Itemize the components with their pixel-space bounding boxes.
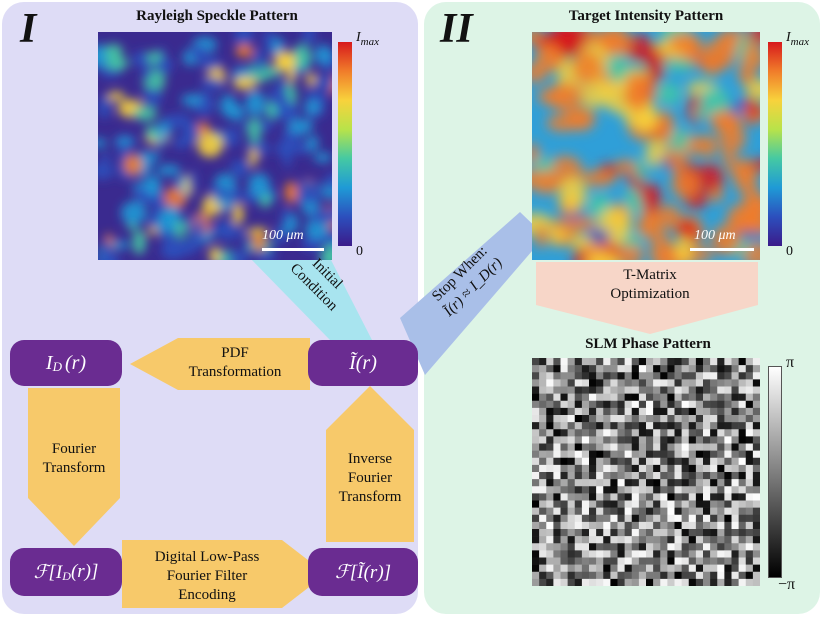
rayleigh-title: Rayleigh Speckle Pattern [136,8,298,24]
target-scale-bar [690,248,754,251]
rayleigh-speckle-image [98,32,332,260]
fourier-transform-arrow [28,388,120,546]
node-fourier-i-d: ℱ[I D (r)] [10,548,122,596]
low-pass-label: Digital Low-Pass Fourier Filter Encoding [154,549,260,603]
rayleigh-colorbar-min: 0 [356,244,363,259]
node-i-tilde: Ĩ(r) [308,340,418,386]
slm-title: SLM Phase Pattern [585,336,711,352]
t-matrix-label: T-Matrix Optimization [610,267,690,302]
slm-colorbar-max: π [786,354,795,371]
t-matrix-arrow [536,262,758,334]
target-colorbar-min: 0 [786,244,793,259]
rayleigh-colorbar [338,42,352,246]
fourier-transform-label: Fourier Transform [42,441,106,476]
target-intensity-image [532,32,760,260]
pdf-transformation-label: PDF Transformation [188,345,282,380]
slm-phase-image [532,358,760,586]
rayleigh-scale-label: 100 μm [262,228,304,243]
rayleigh-scale-bar [262,248,324,251]
inverse-fourier-label: Inverse Fourier Transform [338,451,402,505]
panel-ii-numeral: II [440,6,473,52]
target-colorbar [768,42,782,246]
slm-colorbar [768,366,782,578]
initial-condition-arrow [250,258,372,340]
stop-when-arrow [400,212,545,375]
target-scale-label: 100 μm [694,228,736,243]
rayleigh-colorbar-max: Imax [356,30,379,48]
node-fourier-i-tilde: ℱ[Ĩ(r)] [308,548,418,596]
target-colorbar-max: Imax [786,30,809,48]
pdf-transformation-arrow [130,338,310,390]
low-pass-arrow [122,540,326,608]
panel-i-numeral: I [20,6,37,52]
slm-colorbar-min: −π [778,576,796,593]
target-title: Target Intensity Pattern [568,8,724,24]
node-i-d: I D (r) [10,340,122,386]
inverse-fourier-arrow [326,386,414,542]
